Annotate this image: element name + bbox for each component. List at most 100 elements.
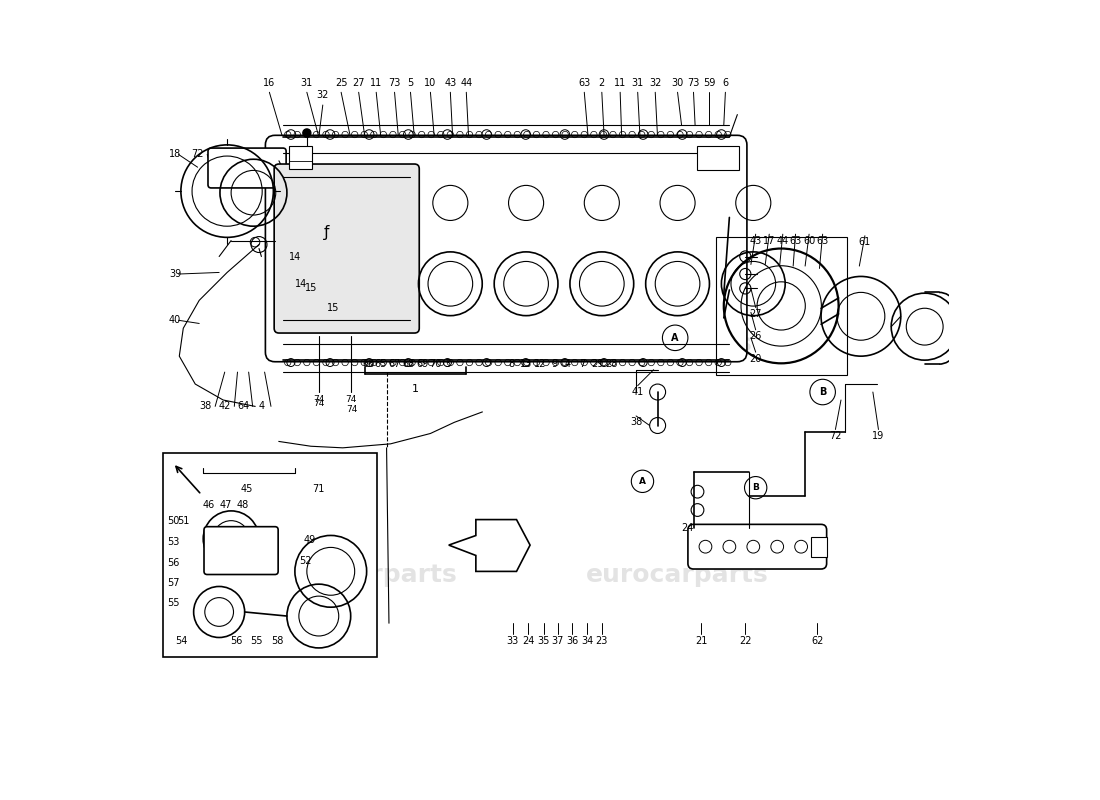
Text: 50: 50 [167,516,179,526]
Text: 49: 49 [304,534,316,545]
Text: 43: 43 [749,235,762,246]
Bar [288,146,312,169]
Text: 22: 22 [739,636,751,646]
Text: 67: 67 [388,359,400,369]
Text: 35: 35 [538,636,550,646]
Text: A: A [639,477,646,486]
Bar [697,146,739,170]
FancyBboxPatch shape [688,524,826,569]
Text: 47: 47 [219,500,232,510]
Text: 1: 1 [412,384,419,394]
Text: 72: 72 [829,431,842,441]
Text: 7: 7 [579,359,585,369]
Text: 66: 66 [362,359,374,369]
Text: 59: 59 [703,78,716,88]
Text: 28: 28 [605,359,617,369]
Text: 27: 27 [352,78,365,88]
Text: 24: 24 [522,636,535,646]
Text: 52: 52 [299,556,311,566]
Bar [716,237,847,375]
FancyArrowPatch shape [176,466,200,493]
FancyBboxPatch shape [274,164,419,333]
Text: 72: 72 [191,150,204,159]
Text: 61: 61 [859,237,871,247]
FancyBboxPatch shape [208,148,286,188]
Text: 12: 12 [535,359,547,369]
Text: 14: 14 [289,251,301,262]
Text: 74: 74 [345,395,356,405]
FancyBboxPatch shape [265,135,747,362]
Text: A: A [671,333,679,343]
Text: 9: 9 [551,359,557,369]
Text: 18: 18 [169,150,182,159]
Text: 27: 27 [749,309,762,319]
Text: 31: 31 [300,78,313,88]
Text: 38: 38 [630,418,642,427]
Text: B: B [752,483,759,492]
Text: 11: 11 [370,78,383,88]
Text: 4: 4 [564,359,571,369]
Text: 32: 32 [649,78,661,88]
Text: 45: 45 [241,484,253,494]
Text: 68: 68 [402,359,415,369]
Text: 2: 2 [598,78,605,88]
Text: 19: 19 [872,431,884,441]
Text: 25: 25 [334,78,348,88]
Text: 73: 73 [688,78,700,88]
Text: 8: 8 [508,359,515,369]
Text: 21: 21 [695,636,707,646]
Polygon shape [449,519,530,571]
Text: 46: 46 [202,500,215,510]
Text: 17: 17 [763,235,776,246]
Text: 38: 38 [199,402,211,411]
Text: eurocarparts: eurocarparts [275,563,458,587]
Text: 53: 53 [167,537,179,547]
Text: 74: 74 [346,405,358,414]
Text: 73: 73 [388,78,400,88]
Text: 65: 65 [375,359,387,369]
Text: 57: 57 [167,578,179,588]
Text: 71: 71 [312,484,324,494]
Text: 69: 69 [416,359,429,369]
Text: 31: 31 [631,78,644,88]
Text: 10: 10 [425,78,437,88]
Text: 63: 63 [790,235,802,246]
Text: 13: 13 [520,359,532,369]
Text: 44: 44 [460,78,472,88]
Text: 48: 48 [236,500,250,510]
Text: 41: 41 [631,387,644,397]
Text: 5: 5 [407,78,414,88]
Text: 6: 6 [723,78,728,88]
Text: 32: 32 [317,90,329,101]
Circle shape [302,129,311,137]
Text: 11: 11 [614,78,626,88]
Text: 3: 3 [444,359,450,369]
Text: 34: 34 [581,636,594,646]
Text: 30: 30 [671,78,684,88]
Text: 15: 15 [305,283,317,294]
Text: 55: 55 [167,598,179,608]
Text: 26: 26 [749,331,762,342]
Text: 40: 40 [169,315,182,326]
Text: eurocarparts: eurocarparts [586,563,769,587]
Text: 36: 36 [566,636,579,646]
Text: 74: 74 [314,399,324,409]
Text: 43: 43 [444,78,456,88]
Bar [812,537,827,557]
Text: 14: 14 [295,279,307,290]
Text: 64: 64 [236,402,250,411]
Text: 58: 58 [272,636,284,646]
Text: 16: 16 [263,78,275,88]
Text: 74: 74 [314,395,324,405]
Text: 20: 20 [749,354,762,363]
Text: eurocarparts: eurocarparts [275,332,458,356]
FancyBboxPatch shape [204,526,278,574]
Text: 55: 55 [251,636,263,646]
Text: 15: 15 [327,303,339,314]
Text: eurocarparts: eurocarparts [570,332,754,356]
Text: 44: 44 [777,235,789,246]
Text: 62: 62 [811,636,823,646]
Text: 51: 51 [177,516,189,526]
Text: 56: 56 [167,558,179,569]
Text: 23: 23 [595,636,608,646]
